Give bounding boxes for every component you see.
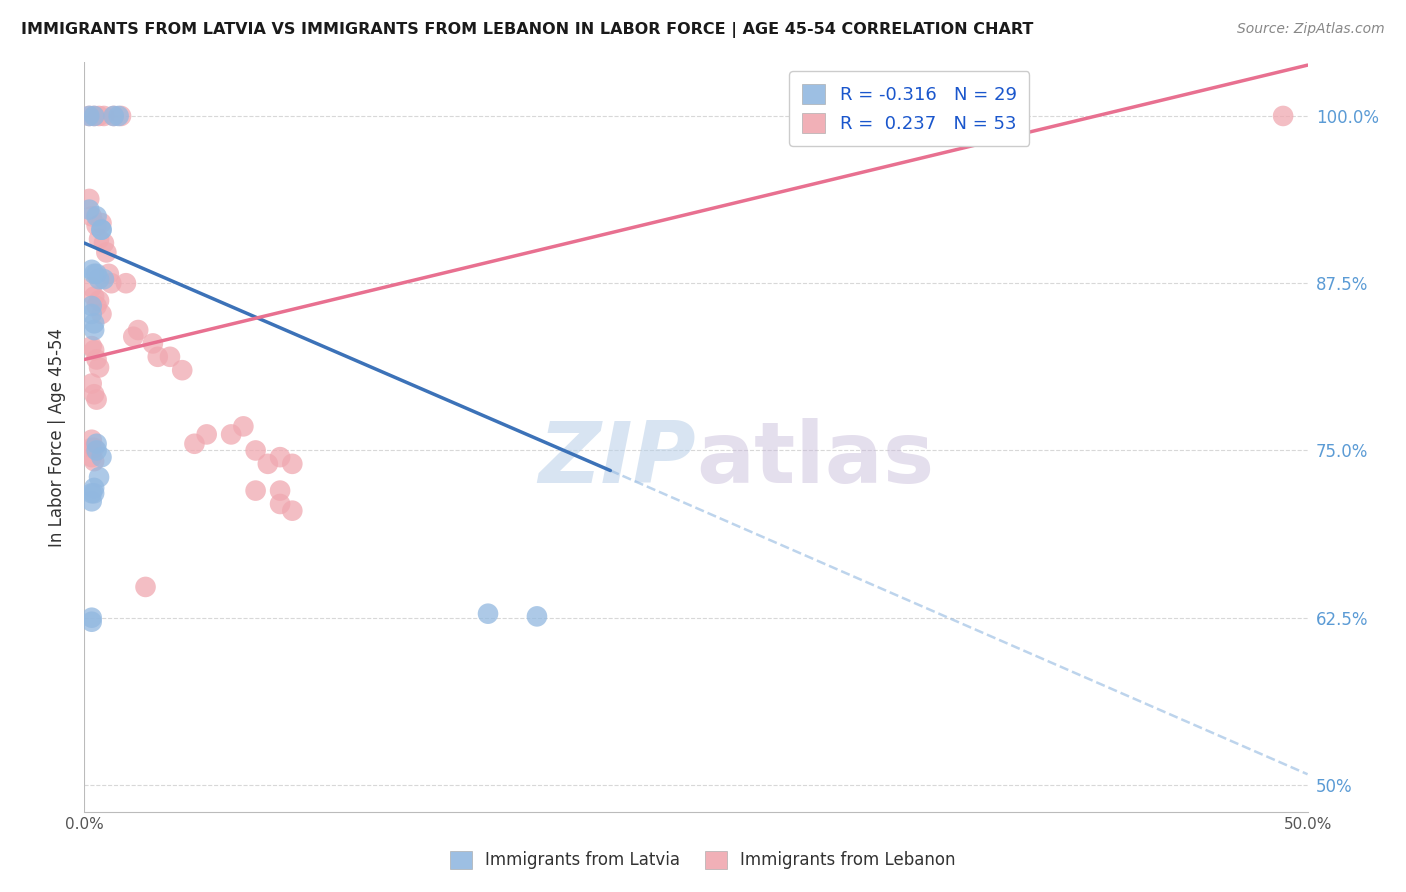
Point xyxy=(80,280,103,294)
Point xyxy=(127,323,149,337)
Y-axis label: In Labor Force | Age 45-54: In Labor Force | Age 45-54 xyxy=(48,327,66,547)
Point xyxy=(232,419,254,434)
Text: atlas: atlas xyxy=(696,418,934,501)
Point xyxy=(183,436,205,450)
Point xyxy=(80,494,103,508)
Point xyxy=(80,209,103,223)
Point xyxy=(83,441,105,455)
Point xyxy=(195,427,218,442)
Point xyxy=(80,307,103,321)
Point xyxy=(97,267,120,281)
Point xyxy=(90,450,112,465)
Point xyxy=(86,299,108,313)
Text: IMMIGRANTS FROM LATVIA VS IMMIGRANTS FROM LEBANON IN LABOR FORCE | AGE 45-54 COR: IMMIGRANTS FROM LATVIA VS IMMIGRANTS FRO… xyxy=(21,22,1033,38)
Point xyxy=(93,109,115,123)
Point xyxy=(86,392,108,407)
Point xyxy=(80,611,103,625)
Point xyxy=(77,109,100,123)
Point xyxy=(245,483,267,498)
Point xyxy=(93,235,115,250)
Point xyxy=(86,219,108,233)
Point xyxy=(159,350,181,364)
Point xyxy=(87,232,110,246)
Point xyxy=(83,454,105,468)
Point xyxy=(477,607,499,621)
Point xyxy=(90,216,112,230)
Point xyxy=(219,427,242,442)
Point xyxy=(269,483,291,498)
Point xyxy=(80,450,103,465)
Point xyxy=(93,272,115,286)
Point xyxy=(87,272,110,286)
Point xyxy=(103,109,125,123)
Point xyxy=(526,609,548,624)
Point xyxy=(77,202,100,217)
Point xyxy=(86,352,108,367)
Point xyxy=(83,323,105,337)
Point xyxy=(90,223,112,237)
Point xyxy=(80,433,103,447)
Point xyxy=(257,457,280,471)
Point xyxy=(80,486,103,500)
Point xyxy=(83,486,105,500)
Point xyxy=(107,109,129,123)
Point xyxy=(1272,109,1295,123)
Point xyxy=(86,436,108,450)
Point xyxy=(110,109,132,123)
Legend: Immigrants from Latvia, Immigrants from Lebanon: Immigrants from Latvia, Immigrants from … xyxy=(440,840,966,880)
Point xyxy=(90,223,112,237)
Point xyxy=(83,481,105,495)
Text: ZIP: ZIP xyxy=(538,418,696,501)
Point xyxy=(172,363,194,377)
Point xyxy=(87,109,110,123)
Point xyxy=(115,277,138,291)
Point xyxy=(86,209,108,223)
Point xyxy=(146,350,169,364)
Point xyxy=(281,503,304,517)
Point xyxy=(83,109,105,123)
Point xyxy=(80,262,103,277)
Point xyxy=(269,497,291,511)
Point xyxy=(83,290,105,304)
Point xyxy=(96,245,118,260)
Point xyxy=(83,387,105,401)
Point xyxy=(80,339,103,353)
Point xyxy=(269,450,291,465)
Point xyxy=(87,470,110,484)
Legend: R = -0.316   N = 29, R =  0.237   N = 53: R = -0.316 N = 29, R = 0.237 N = 53 xyxy=(789,71,1029,145)
Point xyxy=(80,615,103,629)
Point xyxy=(135,580,157,594)
Point xyxy=(86,443,108,458)
Point xyxy=(87,293,110,308)
Point xyxy=(90,307,112,321)
Point xyxy=(77,192,100,206)
Point xyxy=(281,457,304,471)
Point xyxy=(142,336,165,351)
Point xyxy=(86,267,108,281)
Point xyxy=(83,317,105,331)
Point xyxy=(83,343,105,358)
Point xyxy=(80,441,103,455)
Point xyxy=(83,109,105,123)
Point xyxy=(122,330,145,344)
Point xyxy=(83,267,105,281)
Point xyxy=(103,109,125,123)
Point xyxy=(80,376,103,391)
Point xyxy=(80,299,103,313)
Point xyxy=(100,277,122,291)
Point xyxy=(87,360,110,375)
Point xyxy=(245,443,267,458)
Text: Source: ZipAtlas.com: Source: ZipAtlas.com xyxy=(1237,22,1385,37)
Point xyxy=(77,109,100,123)
